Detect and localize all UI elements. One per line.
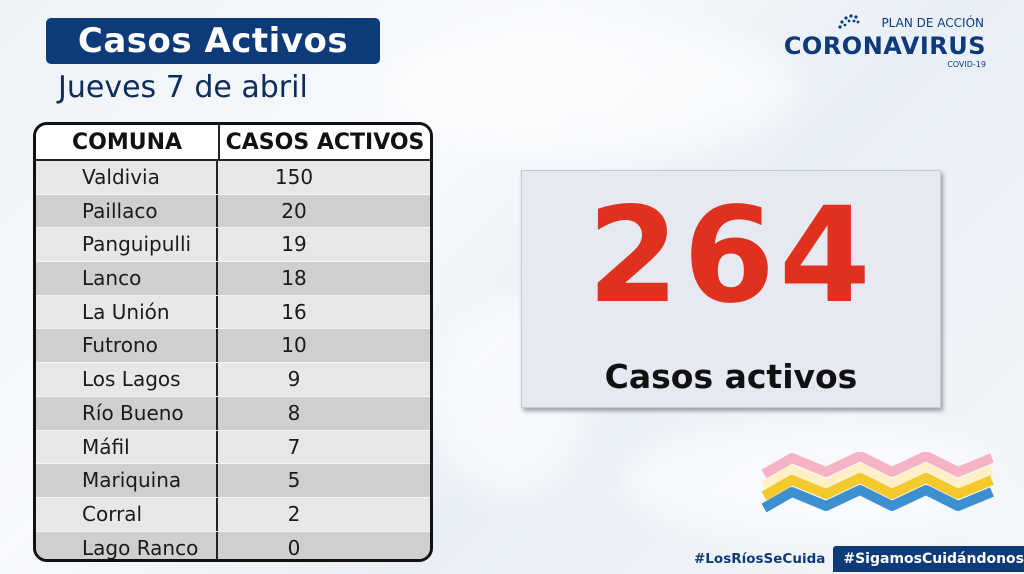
cell-comuna: Corral xyxy=(36,497,218,531)
cell-casos: 7 xyxy=(287,434,301,459)
table-body: Valdivia 150 Paillaco 20 Panguipulli 19 Lan… xyxy=(36,161,430,560)
total-cases-label: Casos activos xyxy=(604,357,858,396)
table-row: Panguipulli 19 xyxy=(36,228,430,263)
cell-casos: 5 xyxy=(287,468,301,493)
table-row: Corral 2 xyxy=(36,497,430,532)
cases-table: COMUNA CASOS ACTIVOS Valdivia 150 Paillac… xyxy=(33,122,433,562)
background-cloud xyxy=(380,20,800,160)
column-header-casos: CASOS ACTIVOS xyxy=(225,130,425,155)
cell-comuna: Futrono xyxy=(36,329,218,363)
table-row: Los Lagos 9 xyxy=(36,363,430,397)
table-row: Paillaco 20 xyxy=(36,194,430,229)
cell-comuna: Río Bueno xyxy=(36,396,218,430)
cell-casos: 2 xyxy=(287,501,301,526)
table-row: Río Bueno 8 xyxy=(36,396,430,431)
cell-casos: 18 xyxy=(281,266,307,291)
page-date: Jueves 7 de abril xyxy=(58,70,308,105)
cell-casos: 9 xyxy=(287,367,301,392)
footer-hashtags: #LosRíosSeCuida #SigamosCuidándonos xyxy=(690,546,1024,572)
column-header-comuna: COMUNA xyxy=(36,125,220,159)
total-cases-card: 264 Casos activos xyxy=(521,170,941,408)
table-row: Lago Ranco 0 xyxy=(36,531,430,560)
hashtag-los-rios: #LosRíosSeCuida xyxy=(694,551,826,567)
cell-casos: 150 xyxy=(274,165,314,189)
cell-comuna: Mariquina xyxy=(36,464,218,497)
table-row: Valdivia 150 xyxy=(36,161,430,195)
cell-comuna: Paillaco xyxy=(36,194,218,228)
cell-comuna: Lanco xyxy=(36,262,218,295)
cell-casos: 8 xyxy=(287,400,301,425)
logo-top-text: PLAN DE ACCIÓN xyxy=(881,16,984,30)
cell-comuna: La Unión xyxy=(36,295,218,329)
logo-main-text: CORONAVIRUS xyxy=(783,32,986,60)
page-title: Casos Activos xyxy=(46,18,380,64)
cell-comuna: Máfil xyxy=(36,430,218,464)
cell-comuna: Valdivia xyxy=(36,161,218,194)
logo-sub-text: COVID-19 xyxy=(947,60,986,69)
cell-casos: 10 xyxy=(281,333,307,358)
table-header: COMUNA CASOS ACTIVOS xyxy=(36,125,430,161)
table-row: Mariquina 5 xyxy=(36,464,430,498)
cell-casos: 20 xyxy=(281,198,307,223)
coronavirus-plan-logo: PLAN DE ACCIÓN CORONAVIRUS COVID-19 xyxy=(784,10,1006,69)
cell-comuna: Los Lagos xyxy=(36,363,218,396)
dots-arc-icon xyxy=(838,14,860,29)
total-cases-number: 264 xyxy=(587,179,875,333)
cell-comuna: Lago Ranco xyxy=(36,531,218,559)
table-row: Lanco 18 xyxy=(36,262,430,296)
table-row: Máfil 7 xyxy=(36,430,430,465)
table-row: La Unión 16 xyxy=(36,295,430,330)
table-row: Futrono 10 xyxy=(36,329,430,364)
cell-casos: 16 xyxy=(281,299,307,324)
cell-comuna: Panguipulli xyxy=(36,228,218,262)
cell-casos: 19 xyxy=(281,232,307,257)
cell-casos: 0 xyxy=(287,535,301,560)
los-rios-waves-icon xyxy=(761,452,994,513)
hashtag-sigamos: #SigamosCuidándonos xyxy=(833,546,1024,572)
